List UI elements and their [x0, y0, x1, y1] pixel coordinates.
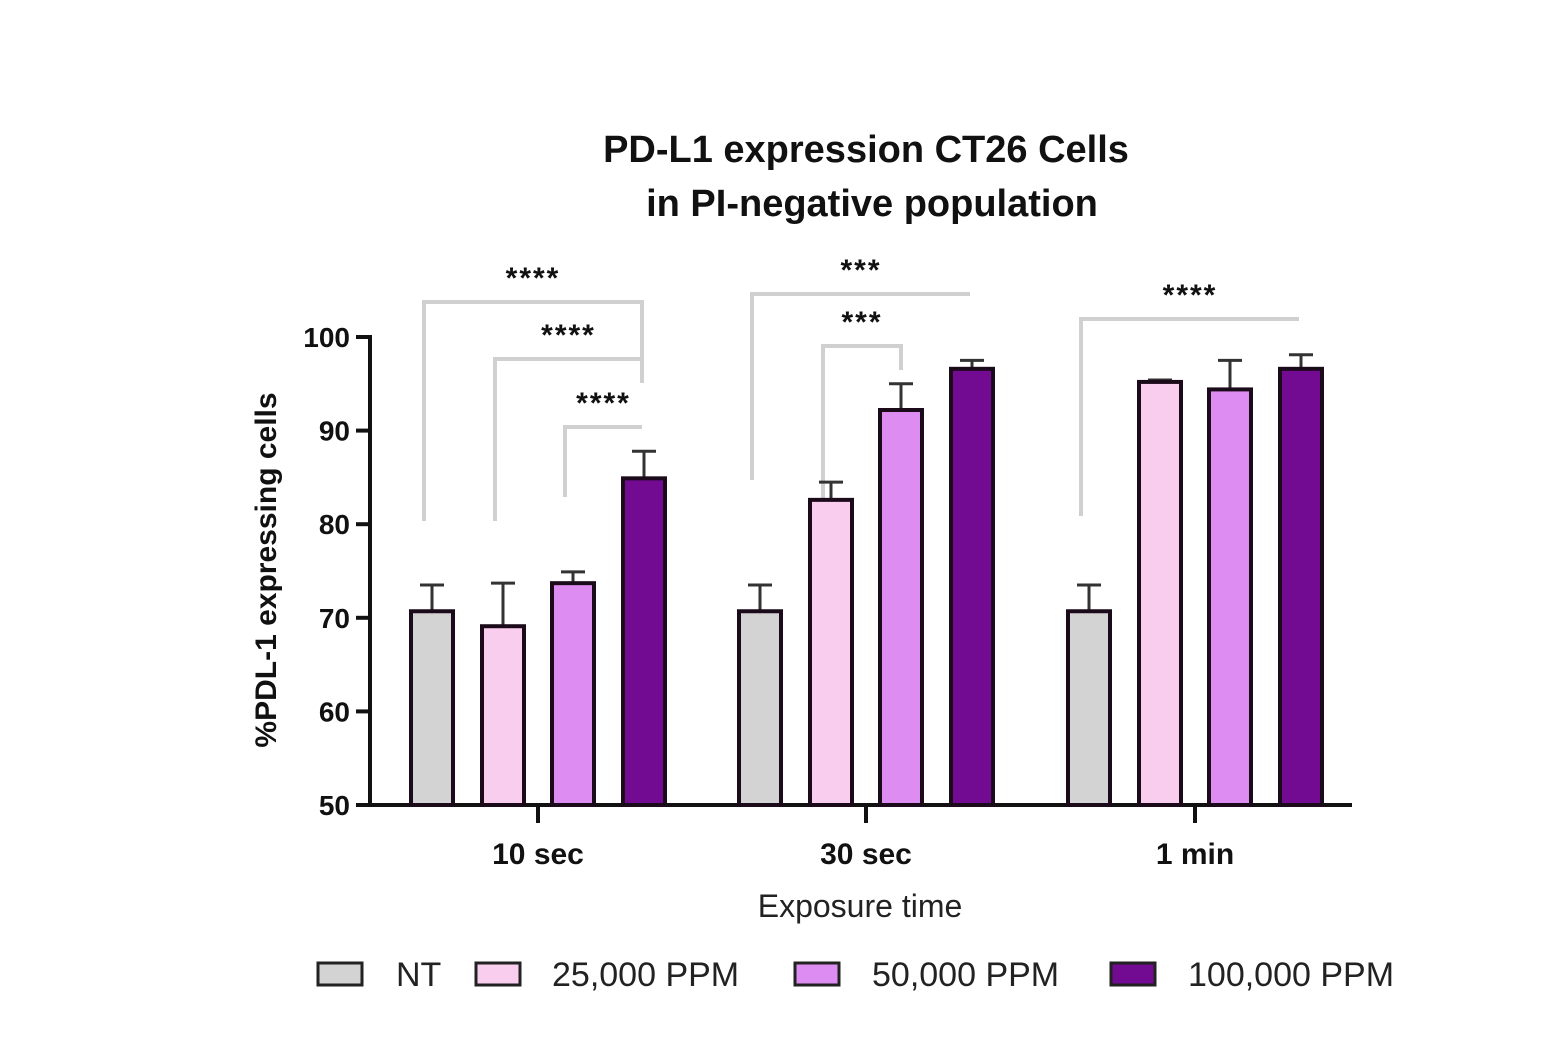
- significance-label: ****: [576, 387, 631, 420]
- legend-swatch: [793, 961, 841, 987]
- bar-100-000-ppm: [621, 476, 667, 807]
- significance-bracket: [563, 425, 642, 497]
- bar-50-000-ppm: [1207, 387, 1253, 807]
- significance-label: ****: [506, 262, 561, 295]
- y-tick-label: 50: [319, 790, 350, 821]
- bar-100-000-ppm: [949, 366, 995, 807]
- significance-bracket: [750, 292, 970, 480]
- significance-bracket: [821, 344, 903, 535]
- bar-nt: [737, 609, 783, 807]
- significance-label: ****: [1163, 279, 1218, 312]
- chart-title-line-2: in PI-negative population: [646, 183, 1098, 225]
- significance-bracket: [1079, 317, 1299, 516]
- legend-label: 25,000 PPM: [552, 956, 739, 994]
- y-axis: 50 60 70 80 90 100: [303, 322, 372, 821]
- significance-label: ***: [840, 254, 881, 287]
- legend-label: NT: [396, 956, 441, 994]
- significance-bracket: [422, 300, 644, 521]
- x-tick-label: 1 min: [1156, 838, 1234, 871]
- bar-25-000-ppm: [1137, 379, 1183, 807]
- bar-50-000-ppm: [878, 408, 924, 807]
- y-tick-label: 100: [303, 322, 350, 353]
- legend-label: 100,000 PPM: [1188, 956, 1394, 994]
- bar-25-000-ppm: [480, 624, 526, 807]
- y-axis-label: %PDL-1 expressing cells: [250, 392, 283, 747]
- bar-nt: [409, 609, 455, 807]
- x-axis: 10 sec 30 sec 1 min: [368, 803, 1352, 871]
- legend-label: 50,000 PPM: [872, 956, 1059, 994]
- legend-swatch: [316, 961, 364, 987]
- chart-title-line-1: PD-L1 expression CT26 Cells: [603, 129, 1129, 171]
- bars: [409, 353, 1324, 808]
- x-tick-label: 10 sec: [492, 838, 584, 871]
- significance-bracket: [493, 357, 644, 521]
- bar-25-000-ppm: [808, 497, 854, 807]
- y-tick-label: 70: [319, 603, 350, 634]
- legend: NT 25,000 PPM 50,000 PPM 100,000 PPM: [316, 956, 1394, 994]
- legend-swatch: [474, 961, 522, 987]
- significance-label: ***: [841, 306, 882, 339]
- y-tick-label: 90: [319, 416, 350, 447]
- significance-label: ****: [541, 319, 596, 352]
- bar-100-000-ppm: [1278, 366, 1324, 807]
- x-tick-label: 30 sec: [820, 838, 912, 871]
- x-axis-label: Exposure time: [758, 888, 963, 924]
- y-tick-label: 80: [319, 509, 350, 540]
- y-tick-label: 60: [319, 696, 350, 727]
- bar-nt: [1066, 609, 1112, 807]
- legend-swatch: [1109, 961, 1157, 987]
- bar-50-000-ppm: [550, 581, 596, 808]
- significance-brackets: **********************: [422, 254, 1299, 535]
